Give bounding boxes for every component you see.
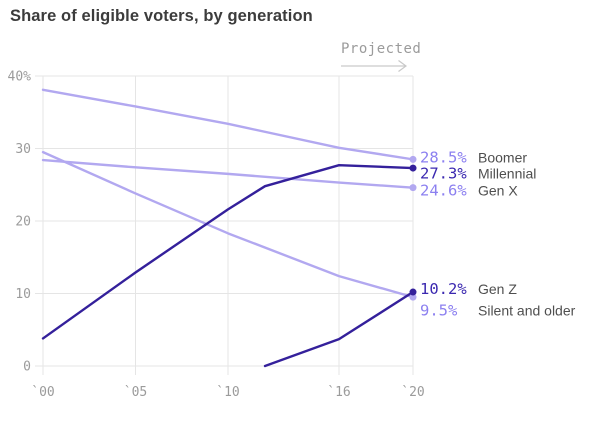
x-tick-label: `05 [124, 385, 147, 400]
y-tick-label: 40% [8, 70, 32, 85]
series-line-gen-x [41, 158, 415, 189]
x-tick-label: `10 [216, 385, 239, 400]
series-name-label-gen-z: Gen Z [478, 281, 517, 297]
end-value-label-millennial: 27.3% [420, 165, 467, 183]
series-name-label-boomer: Boomer [478, 149, 527, 165]
series-line-boomer [41, 88, 415, 161]
x-tick-label: `16 [327, 385, 350, 400]
chart-title: Share of eligible voters, by generation [10, 7, 313, 25]
x-tick-label: `00 [31, 385, 54, 400]
series-name-label-silent-and-older: Silent and older [478, 303, 576, 319]
projected-arrow-icon [341, 60, 408, 72]
end-value-label-silent-and-older: 9.5% [420, 302, 458, 320]
series-name-label-gen-x: Gen X [478, 183, 518, 199]
series-endpoint-boomer [409, 155, 417, 163]
series-line-gen-z [263, 290, 415, 368]
y-tick-label: 30 [15, 142, 31, 157]
series-endpoint-millennial [409, 164, 417, 172]
series-endpoint-silent-and-older [409, 293, 417, 301]
y-tick-label: 10 [15, 287, 31, 302]
end-value-label-gen-x: 24.6% [420, 182, 467, 200]
series-name-label-millennial: Millennial [478, 166, 536, 182]
x-tick-label: `20 [401, 385, 424, 400]
series-endpoint-gen-z [409, 288, 417, 296]
series-line-millennial [41, 163, 415, 340]
series-endpoint-gen-x [409, 184, 417, 192]
projected-label: Projected [341, 41, 421, 57]
series-line-silent-and-older [41, 150, 415, 299]
end-value-label-boomer: 28.5% [420, 148, 467, 166]
y-tick-label: 20 [15, 215, 31, 230]
end-value-label-gen-z: 10.2% [420, 280, 467, 298]
y-tick-label: 0 [23, 360, 31, 375]
